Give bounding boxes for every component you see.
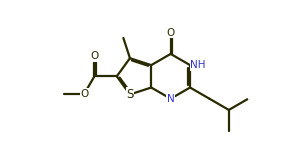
Text: NH: NH [190, 60, 206, 70]
Text: N: N [167, 94, 174, 104]
Text: O: O [90, 51, 99, 61]
Text: S: S [126, 88, 134, 101]
Text: O: O [166, 28, 175, 38]
Text: O: O [80, 89, 88, 99]
